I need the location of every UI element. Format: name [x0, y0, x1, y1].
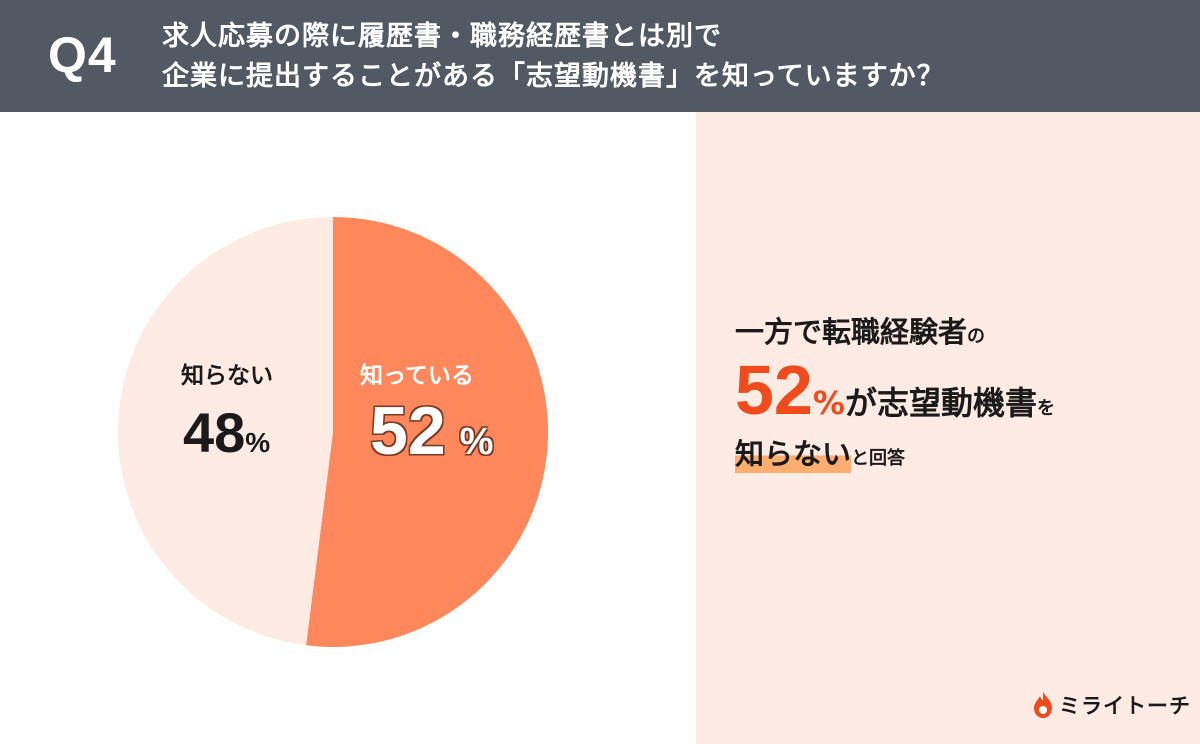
summary-value: 52	[735, 351, 813, 429]
summary-line-1-particle: の	[967, 326, 986, 347]
summary-line-2-particle: を	[1036, 398, 1055, 419]
summary-percent: %	[812, 384, 845, 422]
question-header: Q4 求人応募の際に履歴書・職務経歴書とは別で 企業に提出することがある「志望動…	[0, 0, 1200, 112]
summary-panel	[696, 112, 1200, 744]
brand-name: ミライトーチ	[1059, 694, 1191, 718]
summary-line-2: 52%が志望動機書を	[735, 350, 1055, 430]
value-yes-unit: %	[459, 421, 494, 463]
question-line-2: 企業に提出することがある「志望動機書」を知っていますか？	[162, 61, 945, 92]
summary-line-1: 一方で転職経験者の	[735, 309, 985, 351]
question-text: 求人応募の際に履歴書・職務経歴書とは別で 企業に提出することがある「志望動機書」…	[162, 17, 945, 97]
brand-logo: ミライトーチ	[1032, 690, 1191, 720]
slice-value-no: 48%	[183, 400, 270, 465]
slice-label-no: 知らない	[181, 363, 273, 389]
value-yes-number: 52	[370, 393, 446, 469]
pie-slice-yes	[306, 217, 548, 647]
flame-icon	[1034, 692, 1052, 718]
value-no-number: 48	[183, 401, 246, 464]
value-no-unit: %	[245, 427, 271, 458]
summary-line-1-main: 一方で転職経験者	[735, 315, 968, 349]
pie-chart	[117, 217, 548, 647]
question-line-1: 求人応募の際に履歴書・職務経歴書とは別で	[162, 21, 722, 52]
slice-value-yes: 52%	[370, 392, 493, 470]
summary-highlight: 知らない	[735, 437, 852, 473]
summary-line-3-rest: と回答	[851, 448, 906, 469]
slice-label-yes: 知っている	[360, 363, 474, 389]
summary-line-3: 知らないと回答	[735, 431, 905, 473]
pie-slice-no	[117, 217, 334, 646]
question-number: Q4	[48, 27, 117, 83]
summary-line-2-main: が志望動機書	[844, 384, 1037, 422]
